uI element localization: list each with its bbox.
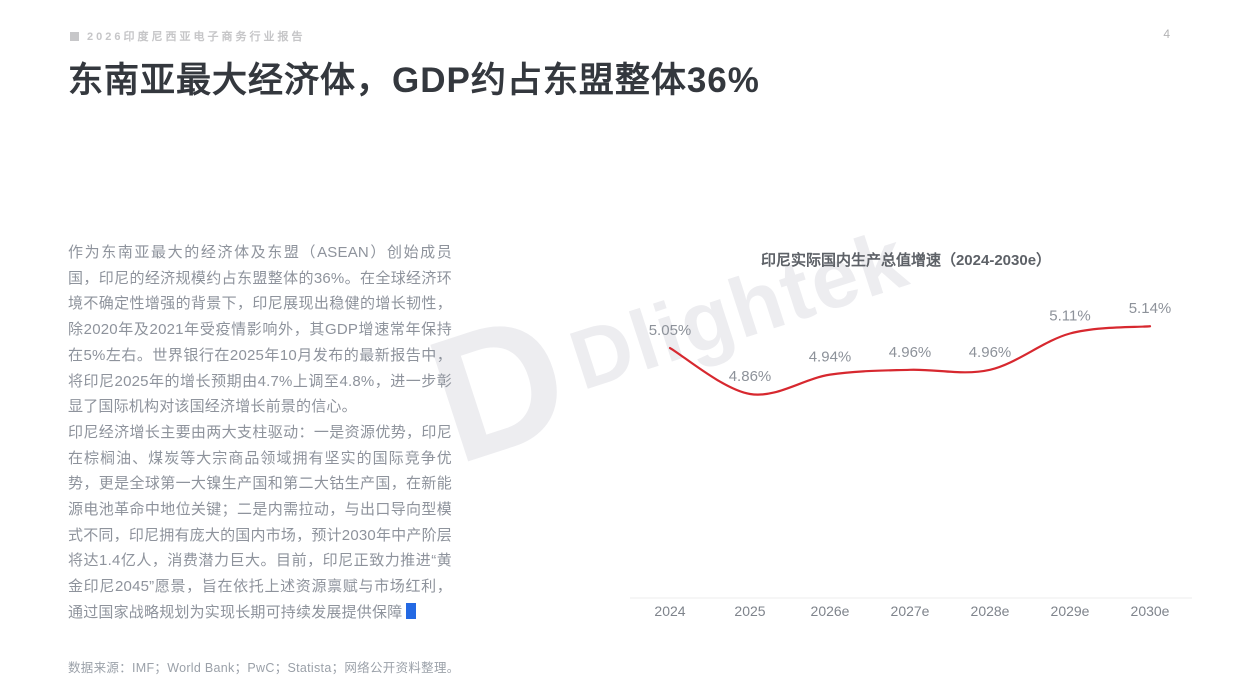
data-point-label: 5.14% xyxy=(1129,300,1172,317)
watermark-brand-text: Dlightek xyxy=(559,210,919,408)
body-paragraph-2-text: 印尼经济增长主要由两大支柱驱动：一是资源优势，印尼在棕榈油、煤炭等大宗商品领域拥… xyxy=(68,423,452,621)
data-point-label: 5.11% xyxy=(1049,308,1090,325)
x-axis-tick-label: 2024 xyxy=(654,603,685,619)
watermark: D Dlightek xyxy=(407,171,931,501)
page-number: 4 xyxy=(1163,27,1170,41)
body-paragraph-2: 印尼经济增长主要由两大支柱驱动：一是资源优势，印尼在棕榈油、煤炭等大宗商品领域拥… xyxy=(68,420,452,626)
body-text: 作为东南亚最大的经济体及东盟（ASEAN）创始成员国，印尼的经济规模约占东盟整体… xyxy=(68,240,452,626)
x-axis-tick-label: 2030e xyxy=(1131,603,1170,619)
header-square-bullet-icon xyxy=(70,31,79,41)
data-source-note: 数据来源：IMF；World Bank；PwC；Statista；网络公开资料整… xyxy=(68,661,460,675)
x-axis-tick-label: 2029e xyxy=(1051,603,1090,619)
x-axis-tick-label: 2025 xyxy=(734,603,765,619)
x-axis-tick-label: 2028e xyxy=(971,603,1010,619)
page-title: 东南亚最大经济体，GDP约占东盟整体36% xyxy=(68,61,760,100)
paragraph-end-marker xyxy=(406,602,417,619)
body-paragraph-1: 作为东南亚最大的经济体及东盟（ASEAN）创始成员国，印尼的经济规模约占东盟整体… xyxy=(68,244,452,416)
x-axis-tick-label: 2026e xyxy=(811,603,850,619)
report-series-label: 2026印度尼西亚电子商务行业报告 xyxy=(87,31,306,43)
page-header: 2026印度尼西亚电子商务行业报告 xyxy=(70,28,305,44)
chart-title: 印尼实际国内生产总值增速（2024-2030e） xyxy=(760,252,1052,269)
data-point-label: 4.96% xyxy=(969,344,1012,361)
x-axis-tick-label: 2027e xyxy=(891,603,930,619)
